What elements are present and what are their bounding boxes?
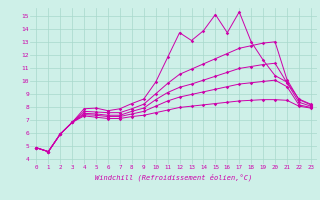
X-axis label: Windchill (Refroidissement éolien,°C): Windchill (Refroidissement éolien,°C) xyxy=(95,173,252,181)
